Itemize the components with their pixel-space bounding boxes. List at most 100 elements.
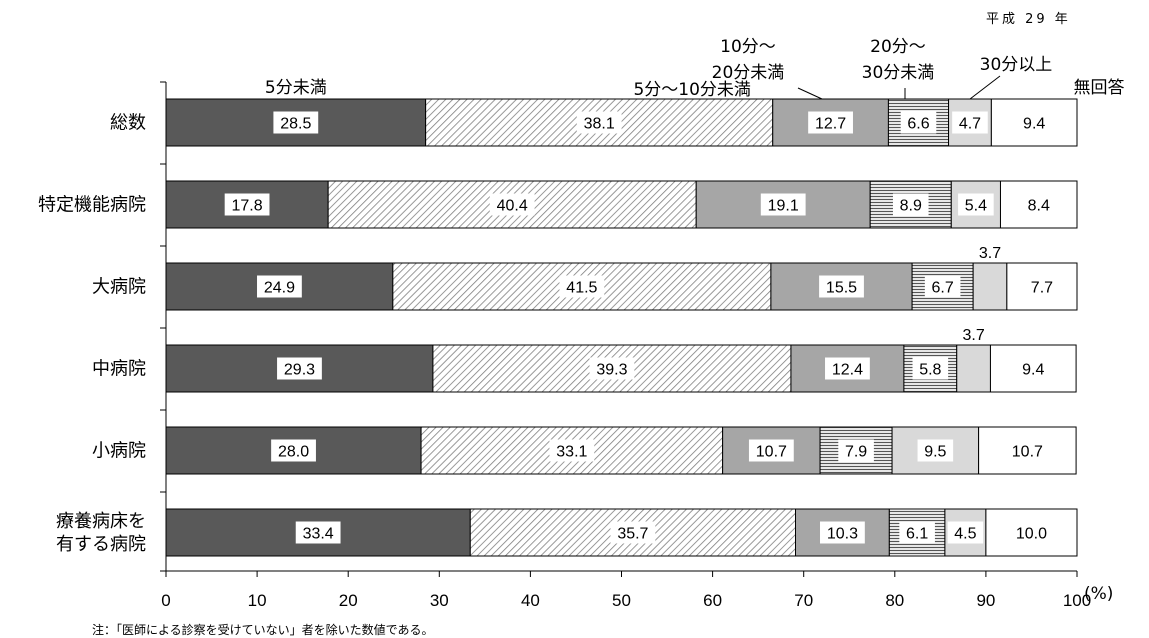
data-label: 7.7 bbox=[1031, 280, 1053, 297]
bar-segment bbox=[990, 98, 1078, 147]
data-label-background bbox=[808, 111, 853, 134]
data-label: 4.5 bbox=[954, 526, 976, 543]
series-label: 20分～ bbox=[870, 37, 926, 57]
data-label: 3.7 bbox=[962, 327, 984, 344]
data-label: 6.6 bbox=[907, 116, 929, 133]
data-label-background bbox=[760, 193, 806, 216]
data-label-background bbox=[257, 275, 302, 298]
series-label: 5分～10分未満 bbox=[633, 80, 750, 100]
category-label: 中病院 bbox=[92, 359, 146, 380]
data-label: 15.5 bbox=[826, 280, 857, 297]
x-tick-label: 50 bbox=[612, 591, 631, 610]
category-label: 療養病床を bbox=[56, 511, 146, 532]
data-label: 9.4 bbox=[1022, 362, 1044, 379]
x-tick-label: 30 bbox=[430, 591, 449, 610]
data-label: 24.9 bbox=[264, 280, 295, 297]
data-label: 40.4 bbox=[497, 198, 528, 215]
data-label: 12.4 bbox=[832, 362, 863, 379]
data-label-background bbox=[820, 521, 865, 544]
data-label: 33.4 bbox=[303, 526, 334, 543]
data-label-background bbox=[924, 275, 961, 298]
data-label-background bbox=[559, 275, 605, 298]
data-label-background bbox=[273, 111, 319, 134]
data-label: 3.7 bbox=[979, 245, 1001, 262]
x-tick-label: 10 bbox=[248, 591, 267, 610]
data-label: 8.4 bbox=[1028, 198, 1050, 215]
data-label: 6.1 bbox=[906, 526, 928, 543]
data-label-background bbox=[589, 357, 635, 380]
data-label: 12.7 bbox=[815, 116, 846, 133]
bar-segment bbox=[327, 180, 697, 229]
data-label-background bbox=[271, 439, 316, 462]
data-label: 17.8 bbox=[232, 198, 263, 215]
data-label-background bbox=[489, 193, 535, 216]
category-label: 小病院 bbox=[92, 441, 146, 462]
data-label: 8.9 bbox=[900, 198, 922, 215]
data-label: 39.3 bbox=[596, 362, 627, 379]
data-label: 9.5 bbox=[924, 444, 946, 461]
data-label-background bbox=[900, 111, 937, 134]
data-label: 5.4 bbox=[965, 198, 987, 215]
x-tick-label: 80 bbox=[885, 591, 904, 610]
data-label: 4.7 bbox=[959, 116, 981, 133]
x-axis-unit: (%) bbox=[1084, 584, 1113, 604]
data-label-background bbox=[899, 521, 935, 544]
data-label-background bbox=[952, 111, 988, 134]
data-label-background bbox=[912, 357, 949, 380]
data-label-background bbox=[892, 193, 929, 216]
leader-line bbox=[969, 75, 1001, 100]
data-label: 10.7 bbox=[1012, 444, 1043, 461]
bar-segment bbox=[956, 344, 991, 393]
bar-segment bbox=[989, 344, 1077, 393]
data-label: 28.5 bbox=[280, 116, 311, 133]
data-label-background bbox=[277, 357, 322, 380]
x-tick-label: 70 bbox=[794, 591, 813, 610]
category-label: 特定機能病院 bbox=[38, 195, 146, 216]
data-label: 6.7 bbox=[932, 280, 954, 297]
data-label-background bbox=[819, 275, 864, 298]
x-tick-label: 60 bbox=[703, 591, 722, 610]
series-label: 無回答 bbox=[1074, 78, 1125, 98]
data-label: 9.4 bbox=[1023, 116, 1045, 133]
data-label: 38.1 bbox=[584, 116, 615, 133]
data-label: 10.3 bbox=[827, 526, 858, 543]
bar-segment bbox=[1006, 262, 1078, 311]
data-label: 35.7 bbox=[617, 526, 648, 543]
year-label: 平成 29 年 bbox=[986, 12, 1071, 27]
bar-segment bbox=[978, 426, 1077, 475]
data-label-background bbox=[576, 111, 622, 134]
data-label-background bbox=[958, 193, 994, 216]
bar-segment bbox=[972, 262, 1008, 311]
category-label: 大病院 bbox=[92, 277, 146, 298]
category-label: 有する病院 bbox=[56, 534, 146, 555]
data-label-background bbox=[549, 439, 595, 462]
x-tick-label: 20 bbox=[339, 591, 358, 610]
data-label-background bbox=[947, 521, 984, 544]
category-label: 総数 bbox=[110, 113, 146, 134]
data-label-background bbox=[748, 439, 794, 462]
x-tick-label: 0 bbox=[161, 591, 170, 610]
data-label-background bbox=[917, 439, 954, 462]
data-label: 10.0 bbox=[1016, 526, 1047, 543]
data-label-background bbox=[224, 193, 270, 216]
data-label-background bbox=[838, 439, 874, 462]
leader-line bbox=[797, 87, 823, 100]
series-label: 20分未満 bbox=[712, 63, 785, 83]
bar-segment bbox=[985, 508, 1078, 557]
data-label: 28.0 bbox=[278, 444, 309, 461]
data-label-background bbox=[825, 357, 870, 380]
x-tick-label: 90 bbox=[976, 591, 995, 610]
data-label: 33.1 bbox=[556, 444, 587, 461]
data-label: 5.8 bbox=[919, 362, 941, 379]
series-label: 30分未満 bbox=[862, 63, 935, 83]
series-label: 5分未満 bbox=[265, 78, 327, 98]
data-label: 10.7 bbox=[756, 444, 787, 461]
bar-segment bbox=[999, 180, 1078, 229]
data-label: 7.9 bbox=[845, 444, 867, 461]
data-label: 29.3 bbox=[284, 362, 315, 379]
data-label-background bbox=[295, 521, 341, 544]
series-label: 10分～ bbox=[720, 37, 776, 57]
data-label-background bbox=[610, 521, 656, 544]
x-tick-label: 40 bbox=[521, 591, 540, 610]
